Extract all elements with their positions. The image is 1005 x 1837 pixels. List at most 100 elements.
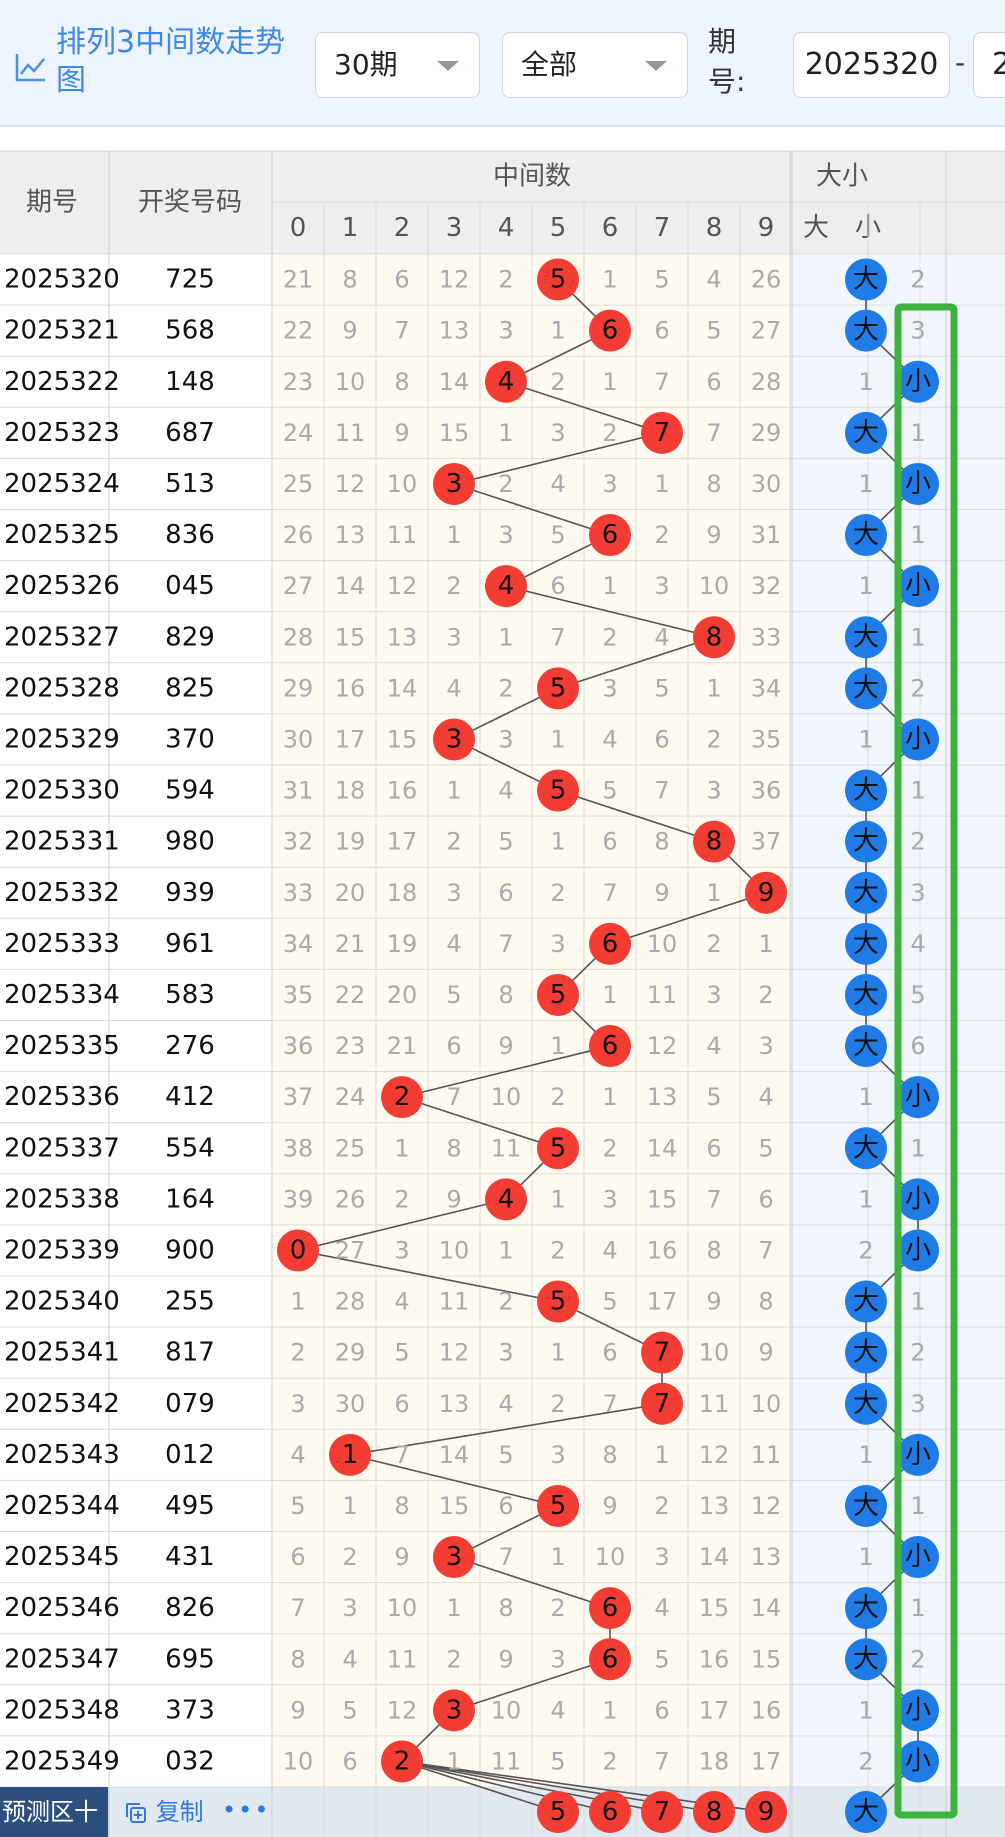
miss-count: 13 <box>387 623 418 651</box>
mid-number-ball <box>381 1740 423 1783</box>
predict-row-bg <box>0 1787 1005 1837</box>
miss-count: 3 <box>498 521 513 549</box>
mid-number-ball-label: 7 <box>654 1338 671 1368</box>
number-cell: 032 <box>165 1746 215 1776</box>
number-cell: 513 <box>165 469 215 499</box>
miss-count: 16 <box>699 1645 730 1673</box>
miss-count: 15 <box>335 623 366 651</box>
miss-count: 14 <box>387 674 418 702</box>
small-size-ball <box>897 718 939 761</box>
small-size-ball <box>897 360 939 403</box>
miss-count: 21 <box>335 930 366 958</box>
issue-cell: 2025347 <box>4 1644 120 1674</box>
miss-count: 4 <box>654 623 669 651</box>
big-size-ball-label: 大 <box>853 1644 879 1674</box>
miss-count: 5 <box>342 1696 357 1724</box>
miss-count: 1 <box>602 1696 617 1724</box>
big-size-ball-label: 大 <box>853 980 879 1010</box>
start-issue-input[interactable]: 2025320 <box>793 32 950 98</box>
mid-number-ball <box>745 871 787 914</box>
miss-count: 2 <box>550 368 565 396</box>
miss-count: 1 <box>550 1185 565 1213</box>
period-count-select[interactable]: 30期 <box>315 32 480 98</box>
mid-number-ball <box>537 1127 579 1170</box>
mid-number-ball <box>485 565 527 608</box>
miss-count: 11 <box>751 1441 782 1469</box>
miss-count: 7 <box>446 1083 461 1111</box>
miss-count: 14 <box>647 1134 678 1162</box>
miss-count: 1 <box>550 828 565 856</box>
miss-count: 5 <box>758 1134 773 1162</box>
miss-count: 5 <box>706 317 721 345</box>
small-miss-count: 1 <box>910 777 925 805</box>
issue-cell: 2025326 <box>4 571 120 601</box>
mid-number-ball-label: 3 <box>446 1695 463 1725</box>
miss-count: 7 <box>654 368 669 396</box>
big-miss-count: 1 <box>858 1185 873 1213</box>
small-miss-count: 4 <box>910 930 925 958</box>
mid-number-ball <box>537 667 579 710</box>
big-miss-count: 2 <box>858 1747 873 1775</box>
miss-count: 2 <box>706 725 721 753</box>
miss-count: 29 <box>283 674 314 702</box>
big-size-ball-label: 大 <box>853 418 879 448</box>
miss-count: 11 <box>335 419 366 447</box>
miss-count: 14 <box>699 1543 730 1571</box>
miss-count: 24 <box>335 1083 366 1111</box>
miss-count: 2 <box>498 1288 513 1316</box>
small-size-ball-label: 小 <box>905 1082 931 1112</box>
miss-count: 4 <box>602 725 617 753</box>
miss-count: 4 <box>550 1696 565 1724</box>
issue-cell: 2025339 <box>4 1235 120 1265</box>
miss-count: 7 <box>394 1441 409 1469</box>
predict-zone-button[interactable]: 预测区十 <box>0 1787 108 1837</box>
miss-count: 2 <box>290 1339 305 1367</box>
big-size-ball-label: 大 <box>853 1031 879 1061</box>
copy-button[interactable]: 复制 <box>124 1787 204 1837</box>
trend-line <box>453 1658 611 1712</box>
mid-digit-header: 6 <box>602 213 619 243</box>
miss-count: 27 <box>335 1236 366 1264</box>
type-value: 全部 <box>521 48 578 81</box>
miss-count: 1 <box>446 1747 461 1775</box>
miss-count: 18 <box>699 1747 730 1775</box>
miss-count: 8 <box>706 470 721 498</box>
miss-count: 2 <box>550 1236 565 1264</box>
miss-count: 11 <box>647 981 678 1009</box>
mid-number-ball-label: 2 <box>394 1746 411 1776</box>
big-size-ball <box>845 1484 887 1527</box>
end-issue-input[interactable]: 2 <box>973 32 1005 98</box>
miss-count: 9 <box>654 879 669 907</box>
mid-number-ball <box>589 309 631 352</box>
miss-count: 9 <box>498 1032 513 1060</box>
mid-number-ball-label: 5 <box>550 776 567 806</box>
number-cell: 980 <box>165 827 215 857</box>
miss-count: 39 <box>283 1185 314 1213</box>
miss-count: 4 <box>290 1441 305 1469</box>
miss-count: 3 <box>550 419 565 447</box>
miss-count: 1 <box>498 623 513 651</box>
more-button[interactable]: ••• <box>222 1796 271 1824</box>
trend-line <box>349 1402 663 1456</box>
number-cell: 554 <box>165 1133 215 1163</box>
issue-cell: 2025342 <box>4 1389 120 1419</box>
issue-cell: 2025337 <box>4 1133 120 1163</box>
chevron-down-icon <box>437 61 459 71</box>
miss-count: 7 <box>602 1390 617 1418</box>
miss-count: 2 <box>654 521 669 549</box>
miss-count: 1 <box>550 1032 565 1060</box>
range-separator: - <box>955 46 966 79</box>
big-miss-count: 1 <box>858 1543 873 1571</box>
miss-count: 1 <box>758 930 773 958</box>
miss-count: 10 <box>439 1236 470 1264</box>
miss-count: 8 <box>602 1441 617 1469</box>
issue-cell: 2025344 <box>4 1491 120 1521</box>
miss-count: 9 <box>758 1339 773 1367</box>
big-size-ball <box>845 514 887 557</box>
miss-count: 6 <box>498 879 513 907</box>
type-select[interactable]: 全部 <box>502 32 688 98</box>
mid-number-ball <box>537 1280 579 1323</box>
number-cell: 817 <box>165 1338 215 1368</box>
miss-count: 7 <box>498 1543 513 1571</box>
